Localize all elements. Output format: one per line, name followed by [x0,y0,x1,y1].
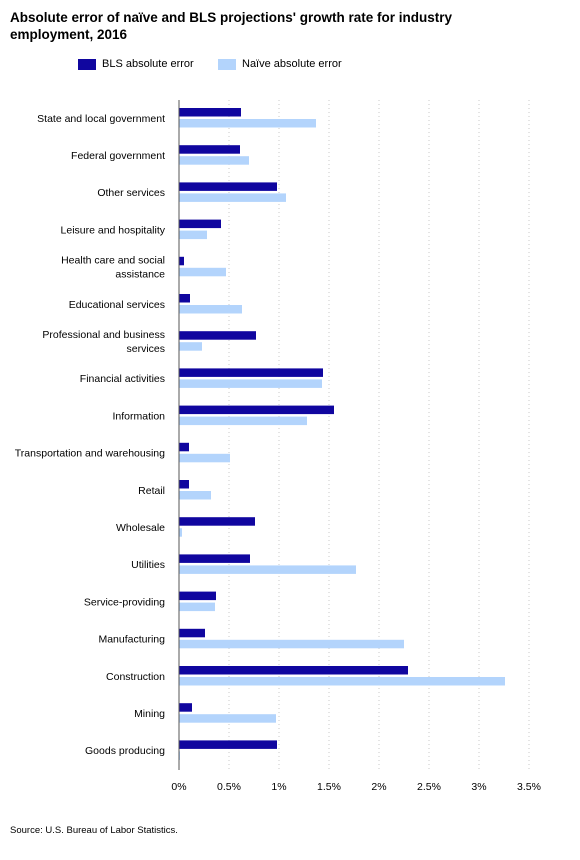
x-tick-label: 1.5% [317,781,341,793]
bar-naive [179,491,211,500]
source-note: Source: U.S. Bureau of Labor Statistics. [10,825,178,836]
category-label: Construction [106,671,165,683]
bar-bls [179,368,323,377]
x-tick-label: 0.5% [217,781,241,793]
bar-bls [179,219,221,229]
legend-swatch-naive [218,58,236,70]
category-label: Health care and social assistance [61,255,165,281]
legend-item-naive: Naïve absolute error [218,58,342,70]
category-label: Goods producing [85,745,165,757]
legend-label-bls: BLS absolute error [102,58,194,70]
category-label: Information [112,410,165,422]
bar-naive [179,379,322,388]
category-label: State and local government [37,113,165,125]
x-tick-label: 1% [271,781,286,793]
bar-bls [179,517,255,526]
chart-title: Absolute error of naïve and BLS projecti… [10,10,453,42]
legend-label-naive: Naïve absolute error [242,58,342,70]
bar-bls [179,740,277,749]
x-tick-label: 2% [371,781,386,793]
bar-naive [179,267,226,277]
bar-naive [179,119,316,128]
bar-bls [179,591,216,601]
legend-swatch-bls [78,58,96,70]
category-label: Professional and business services [42,329,165,355]
category-label: Retail [138,485,165,497]
bar-naive [179,528,182,537]
bar-naive [179,565,356,574]
bar-bls [179,256,184,266]
bar-naive [179,714,276,723]
bar-naive [179,416,307,426]
bar-naive [179,342,202,351]
bar-bls [179,294,190,303]
category-label: Financial activities [80,373,165,385]
x-tick-label: 3.5% [517,781,541,793]
category-label: Service-providing [84,596,165,608]
bar-bls [179,554,250,563]
bar-naive [179,156,249,165]
bar-naive [179,602,215,612]
bar-bls [179,108,241,117]
bar-bls [179,442,189,452]
bar-bls [179,331,256,340]
bar-bls [179,145,240,154]
category-label: Manufacturing [98,634,165,646]
bar-bls [179,628,205,638]
category-label: Transportation and warehousing [15,448,165,460]
legend-item-bls: BLS absolute error [78,58,194,70]
category-label: Wholesale [116,522,165,534]
bar-naive [179,230,207,240]
category-label: Other services [97,187,165,199]
bar-naive [179,193,286,202]
category-label: Mining [134,708,165,720]
x-tick-label: 0% [171,781,186,793]
x-tick-label: 2.5% [417,781,441,793]
bar-naive [179,305,242,314]
bar-naive [179,677,505,686]
bar-bls [179,405,334,415]
bar-naive [179,639,404,649]
bar-bls [179,182,277,191]
bar-bls [179,666,408,675]
x-tick-label: 3% [471,781,486,793]
bar-bls [179,480,189,489]
category-label: Leisure and hospitality [61,224,166,236]
bar-naive [179,453,230,463]
bar-bls [179,703,192,712]
category-label: Educational services [69,299,165,311]
category-label: Utilities [131,559,165,571]
category-label: Federal government [71,150,165,162]
